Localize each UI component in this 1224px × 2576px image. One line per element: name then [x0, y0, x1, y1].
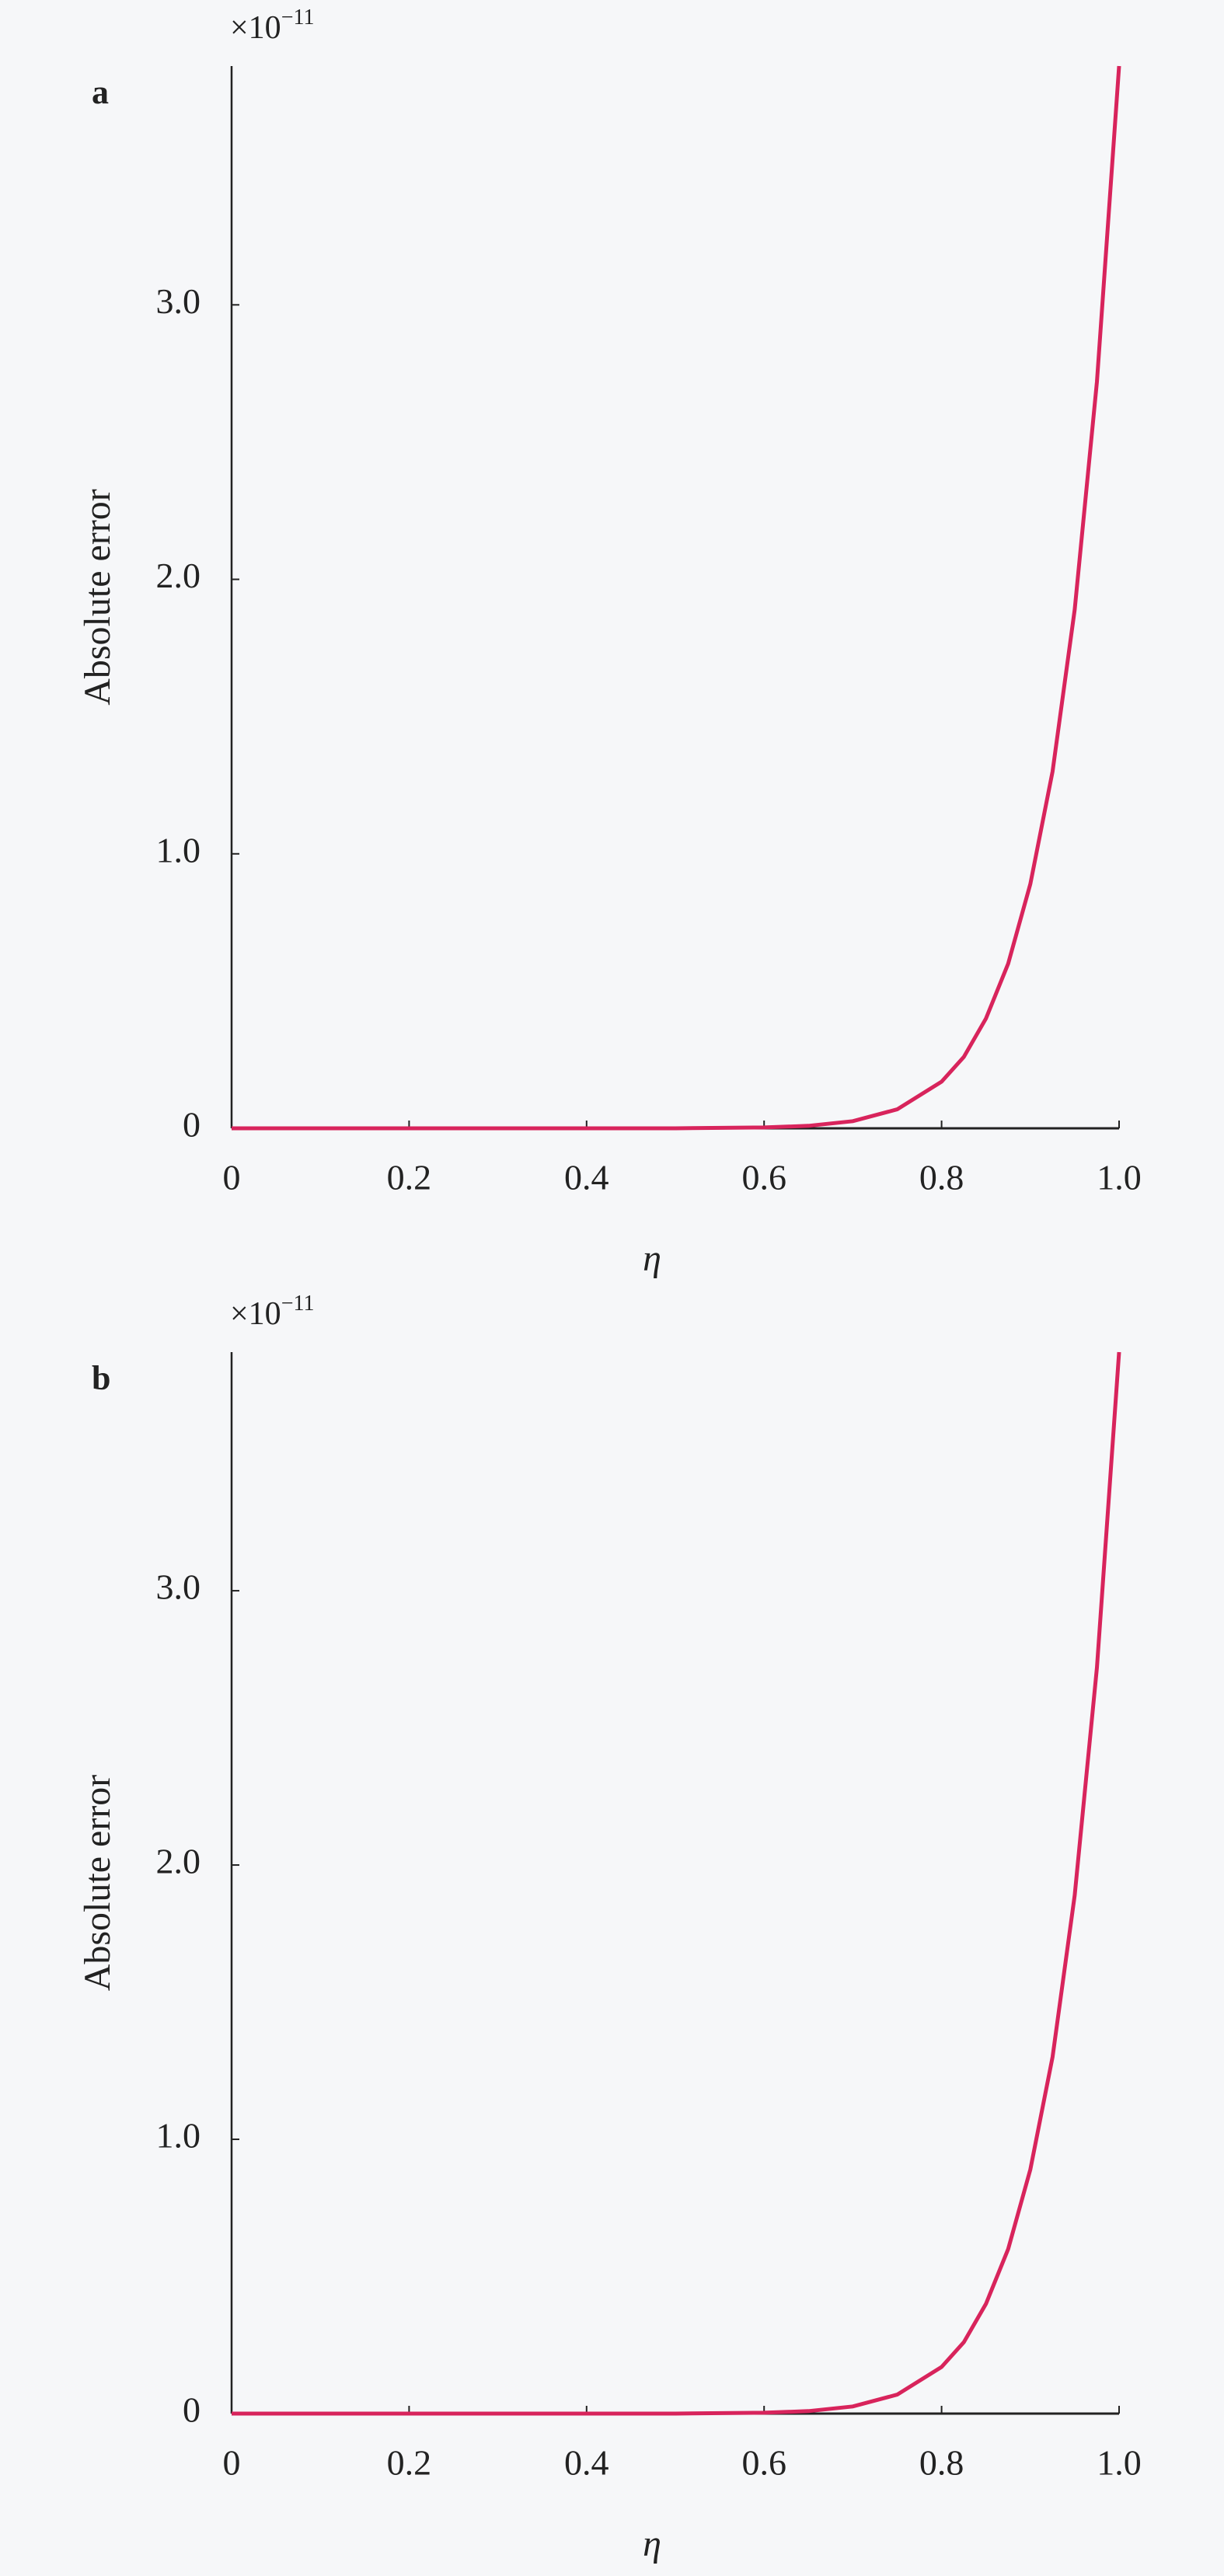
x-tick-label: 0.6	[741, 1158, 786, 1197]
x-axis-title: η	[643, 1238, 661, 1279]
scale-exponent: −11	[281, 5, 315, 30]
x-tick-label: 0.8	[919, 1158, 964, 1197]
x-tick-label: 0	[223, 2443, 241, 2483]
x-tick-label: 0.4	[564, 2443, 609, 2483]
y-tick-label: 0	[183, 2390, 201, 2430]
x-tick-label: 1.0	[1097, 2443, 1142, 2483]
x-tick-label: 1.0	[1097, 1158, 1142, 1197]
y-axis-title: Absolute error	[77, 489, 118, 706]
panel: b ×10−11 0 1.0 2.0 3.0 0 0.2 0.4 0.6 0.8 1.0 η Absolu…	[77, 1291, 1142, 2564]
curve	[232, 65, 1121, 1131]
scale-base: ×10	[230, 10, 281, 46]
y-tick-label: 1.0	[156, 830, 201, 870]
y-tick-label: 1.0	[156, 2116, 201, 2156]
scale-base: ×10	[230, 1296, 281, 1332]
y-tick-label: 3.0	[156, 1567, 201, 1607]
x-tick-label: 0.6	[741, 2443, 786, 2483]
x-tick-label: 0.4	[564, 1158, 609, 1197]
x-axis-title: η	[643, 2523, 661, 2564]
curve	[232, 1351, 1121, 2416]
panel-label: b	[92, 1359, 110, 1397]
scale-label: ×10−11	[230, 1291, 314, 1331]
y-tick-label: 3.0	[156, 281, 201, 321]
scale-exponent: −11	[281, 1291, 315, 1316]
y-tick-label: 2.0	[156, 1842, 201, 1881]
panel-label: a	[92, 73, 109, 111]
y-tick-label: 0	[183, 1105, 201, 1145]
y-tick-label: 2.0	[156, 556, 201, 595]
panel: a ×10−11 0 1.0 2.0 3.0 0 0.2 0.4 0.6 0.8 1.0 η Absolu…	[77, 5, 1142, 1279]
x-tick-label: 0.2	[387, 1158, 432, 1197]
scale-label: ×10−11	[230, 5, 314, 45]
x-tick-label: 0.2	[387, 2443, 432, 2483]
x-tick-label: 0	[223, 1158, 241, 1197]
x-tick-label: 0.8	[919, 2443, 964, 2483]
y-axis-title: Absolute error	[77, 1775, 118, 1992]
